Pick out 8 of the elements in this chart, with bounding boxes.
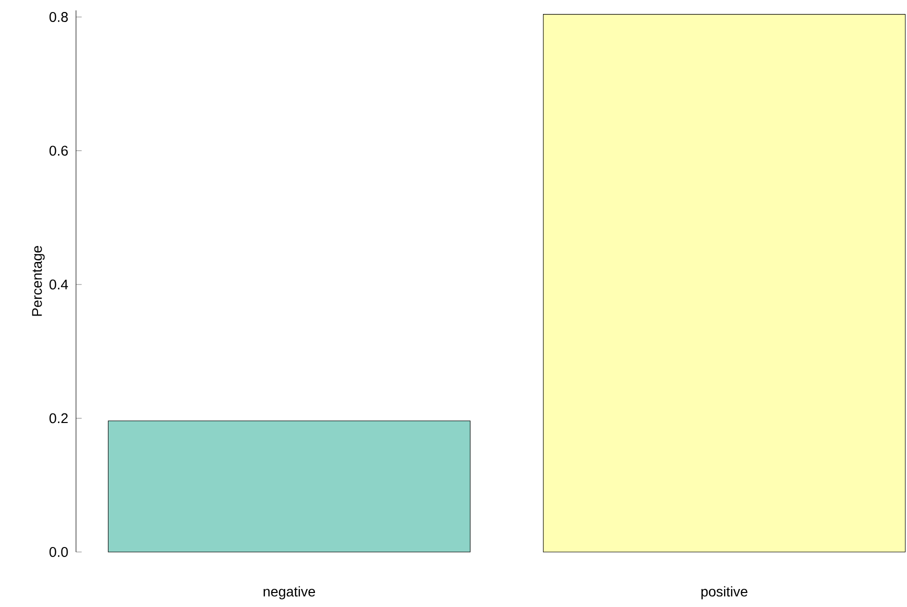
x-tick-label: positive [701,586,748,600]
y-tick-label: 0.8 [49,12,68,22]
x-tick-label: negative [264,586,316,600]
y-tick-label: 0.4 [49,280,68,290]
y-axis-title: Percentage [32,246,45,316]
y-tick-label: 0.2 [49,413,68,424]
y-tick-label: 0.0 [49,547,68,557]
y-tick-label: 0.6 [49,146,68,156]
